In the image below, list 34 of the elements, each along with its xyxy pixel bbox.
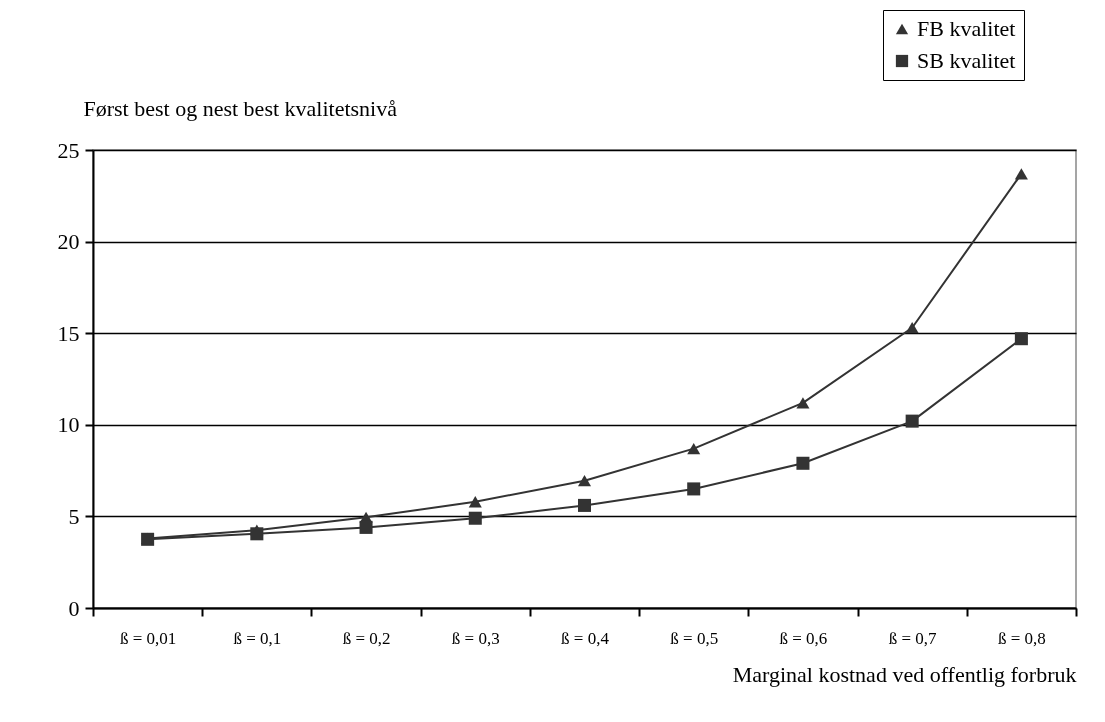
point: [250, 527, 264, 541]
point: [141, 532, 155, 546]
x-tick-label: ß = 0,7: [888, 628, 938, 648]
y-axis-title: Først best og nest best kvalitetsnivå: [83, 95, 398, 121]
point: [905, 322, 919, 334]
y-tick-label: 25: [57, 137, 80, 163]
x-tick-label: ß = 0,5: [670, 628, 719, 648]
x-tick-label: ß = 0,1: [233, 628, 282, 648]
x-tick-label: ß = 0,2: [342, 628, 391, 648]
x-tick-label: ß = 0,6: [779, 628, 828, 648]
point: [577, 498, 592, 512]
point: [359, 520, 373, 534]
point: [577, 475, 592, 487]
point: [1014, 168, 1028, 180]
y-tick-label: 10: [57, 412, 80, 438]
y-tick-label: 0: [68, 595, 80, 621]
point: [687, 482, 701, 496]
point: [1014, 332, 1028, 346]
x-tick-label: ß = 0,8: [997, 628, 1046, 648]
y-tick-label: 15: [57, 320, 80, 346]
y-tick-label: 5: [68, 503, 80, 529]
point: [468, 511, 482, 525]
x-axis-title: Marginal kostnad ved offentlig forbruk: [732, 661, 1077, 687]
legend-label: FB kvalitet: [917, 16, 1016, 41]
x-tick-label: ß = 0,3: [451, 628, 500, 648]
point: [796, 456, 810, 470]
point: [905, 414, 919, 428]
x-tick-label: ß = 0,01: [119, 628, 177, 648]
point: [687, 442, 701, 455]
legend-label: SB kvalitet: [917, 48, 1016, 73]
point: [796, 397, 810, 409]
point: [468, 496, 482, 508]
y-tick-label: 20: [57, 229, 80, 255]
x-tick-label: ß = 0,4: [561, 628, 610, 648]
